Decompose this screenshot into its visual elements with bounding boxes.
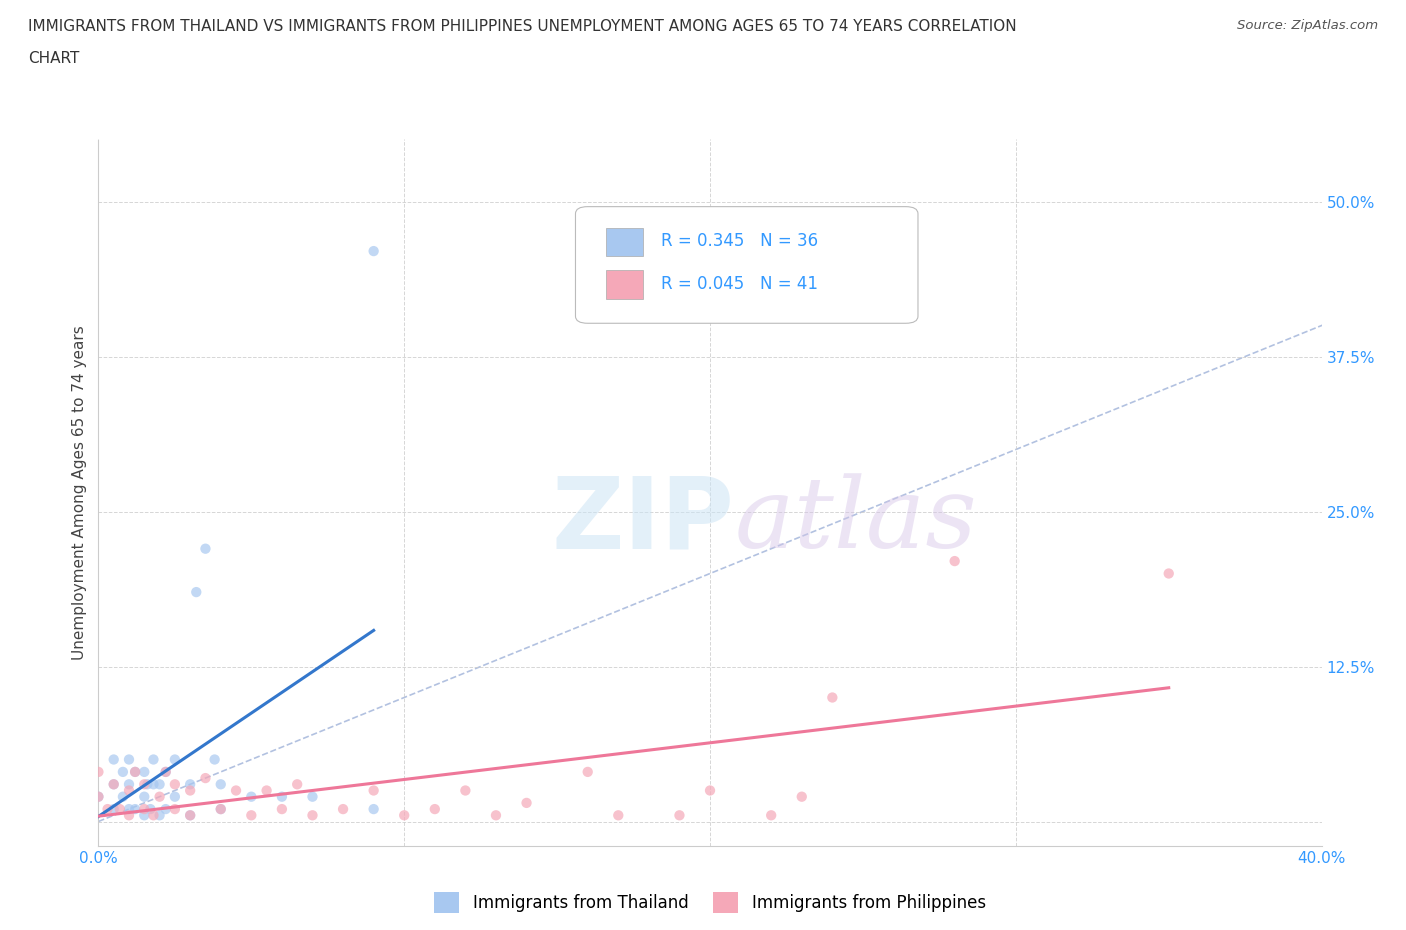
Point [111,764,134,779]
Point [108,802,131,817]
Point [87,790,110,804]
Point [516,795,538,810]
Point [179,808,201,823]
Point [103,752,125,767]
Point [209,802,232,817]
Text: ZIP: ZIP [551,472,734,570]
Point [209,777,232,791]
Point [194,541,217,556]
Point [163,802,186,817]
Point [332,802,354,817]
Point [118,783,141,798]
Point [363,783,385,798]
Point [87,790,110,804]
Point [179,783,201,798]
Legend: Immigrants from Thailand, Immigrants from Philippines: Immigrants from Thailand, Immigrants fro… [427,885,993,919]
Point [301,808,323,823]
Point [485,808,508,823]
Point [134,790,156,804]
Point [103,777,125,791]
Text: IMMIGRANTS FROM THAILAND VS IMMIGRANTS FROM PHILIPPINES UNEMPLOYMENT AMONG AGES : IMMIGRANTS FROM THAILAND VS IMMIGRANTS F… [28,19,1017,33]
Text: CHART: CHART [28,51,80,66]
Text: atlas: atlas [734,473,977,569]
Point [134,808,156,823]
Point [136,777,159,791]
Point [240,808,263,823]
Point [179,808,201,823]
Point [225,783,247,798]
Point [134,777,156,791]
Point [87,764,110,779]
Point [270,790,292,804]
Point [142,808,165,823]
Point [209,802,232,817]
Point [118,808,141,823]
Point [576,764,599,779]
Point [285,777,308,791]
Text: R = 0.045   N = 41: R = 0.045 N = 41 [661,274,818,293]
Point [270,802,292,817]
Text: Source: ZipAtlas.com: Source: ZipAtlas.com [1237,19,1378,32]
Point [163,790,186,804]
Point [163,777,186,791]
Point [668,808,690,823]
Point [699,783,721,798]
Point [149,777,172,791]
Point [607,808,630,823]
Point [97,802,120,817]
Point [155,764,177,779]
Point [943,553,966,568]
Point [155,802,177,817]
Point [256,783,278,798]
Point [155,764,177,779]
FancyBboxPatch shape [575,206,918,324]
Point [392,808,416,823]
Point [134,802,156,817]
Point [454,783,477,798]
Point [142,777,165,791]
Point [179,777,201,791]
Point [142,752,165,767]
Point [1157,566,1180,581]
Point [124,764,146,779]
Point [124,764,146,779]
Point [759,808,782,823]
Point [139,802,162,817]
Point [111,790,134,804]
Point [194,771,217,786]
FancyBboxPatch shape [606,271,643,299]
Point [149,790,172,804]
Point [103,777,125,791]
Point [134,764,156,779]
Point [423,802,446,817]
Point [363,244,385,259]
Point [821,690,844,705]
Point [149,808,172,823]
Point [363,802,385,817]
Point [790,790,813,804]
Point [124,802,146,817]
Text: R = 0.345   N = 36: R = 0.345 N = 36 [661,232,818,250]
Point [118,777,141,791]
Point [301,790,323,804]
FancyBboxPatch shape [606,228,643,256]
Y-axis label: Unemployment Among Ages 65 to 74 years: Unemployment Among Ages 65 to 74 years [72,326,87,660]
Point [103,802,125,817]
Point [163,752,186,767]
Point [204,752,226,767]
Point [240,790,263,804]
Point [118,752,141,767]
Point [186,585,208,600]
Point [118,802,141,817]
